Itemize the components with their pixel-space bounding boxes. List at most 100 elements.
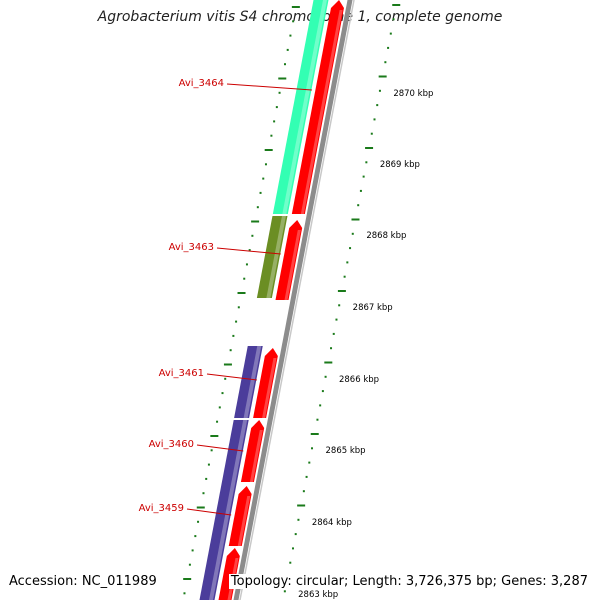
kbp-label: 2865 kbp xyxy=(326,446,366,456)
inner-tick-mark xyxy=(229,349,232,352)
gene-label: Avi_3459 xyxy=(139,503,184,514)
inner-tick-mark xyxy=(283,63,286,66)
backbone-highlight xyxy=(239,0,355,600)
kbp-label: 2863 kbp xyxy=(298,590,338,600)
outer-tick-mark xyxy=(373,118,376,121)
gene-label-leader xyxy=(216,247,281,255)
outer-tick-mark xyxy=(316,418,319,421)
outer-tick-mark xyxy=(324,375,327,378)
inner-tick-mark xyxy=(275,106,278,109)
outer-tick-mark xyxy=(335,318,338,321)
forward-cds-arrow xyxy=(228,486,252,546)
outer-tick-mark xyxy=(378,75,387,78)
accession-label: Accession: NC_011989 xyxy=(9,574,157,589)
forward-cds-highlight xyxy=(300,10,343,214)
outer-tick-mark xyxy=(365,147,374,149)
inner-tick-mark xyxy=(243,277,246,280)
inner-tick-mark xyxy=(264,149,273,151)
inner-tick-mark xyxy=(205,477,208,480)
outer-tick-mark xyxy=(351,218,360,221)
map-title: Agrobacterium vitis S4 chromosome 1, com… xyxy=(97,9,503,25)
topology-label: Topology: circular; Length: 3,726,375 bp… xyxy=(228,574,590,589)
outer-tick-mark xyxy=(376,104,379,107)
reverse-cds-highlight xyxy=(282,0,327,214)
outer-tick-mark xyxy=(359,189,362,192)
forward-cds-arrow xyxy=(240,420,265,482)
outer-tick-mark xyxy=(349,247,352,250)
outer-tick-mark xyxy=(378,89,381,92)
gene-label-leader xyxy=(196,444,244,452)
inner-tick-mark xyxy=(245,263,248,266)
inner-tick-mark xyxy=(207,463,210,466)
gene-label: Avi_3463 xyxy=(169,242,214,253)
outer-tick-mark xyxy=(389,32,392,35)
outer-tick-mark xyxy=(291,547,294,550)
kbp-label: 2866 kbp xyxy=(339,375,379,385)
inner-tick-mark xyxy=(210,435,219,437)
outer-tick-mark xyxy=(365,161,368,164)
inner-tick-mark xyxy=(191,549,194,552)
forward-cds-highlight xyxy=(237,496,251,546)
inner-tick-mark xyxy=(237,292,246,294)
outer-tick-mark xyxy=(357,204,360,207)
inner-tick-mark xyxy=(256,206,259,209)
outer-tick-mark xyxy=(319,404,322,407)
gene-label: Avi_3461 xyxy=(159,368,204,379)
inner-tick-mark xyxy=(232,334,235,337)
kbp-label: 2868 kbp xyxy=(366,231,406,241)
outer-tick-mark xyxy=(294,533,297,536)
outer-tick-mark xyxy=(337,290,346,292)
inner-tick-mark xyxy=(251,220,260,223)
inner-tick-mark xyxy=(292,20,295,23)
kbp-label: 2867 kbp xyxy=(353,303,393,313)
inner-tick-mark xyxy=(218,406,221,409)
forward-cds-track xyxy=(218,0,344,600)
inner-tick-mark xyxy=(259,191,262,194)
outer-tick-mark xyxy=(308,461,311,464)
forward-cds-highlight xyxy=(249,430,263,482)
gene-label-layer: Avi_3464 Avi_3463 Avi_3461 Avi_3460 Avi_3459 xyxy=(139,78,312,516)
outer-tick-mark xyxy=(310,433,319,435)
inner-tick-mark xyxy=(289,34,292,37)
reverse-cds-highlight xyxy=(209,420,248,600)
outer-tick-mark xyxy=(387,46,390,49)
outer-tick-mark xyxy=(332,332,335,335)
outer-tick-mark xyxy=(346,261,349,264)
outer-tick-mark xyxy=(392,18,395,21)
reverse-cds-bar xyxy=(272,0,329,214)
gene-label-leader xyxy=(186,508,232,516)
forward-cds-arrow xyxy=(291,0,344,214)
outer-tick-mark xyxy=(283,590,286,593)
inner-tick-mark xyxy=(223,363,232,366)
outer-dotted-ticks xyxy=(283,4,401,593)
inner-tick-mark xyxy=(278,77,287,80)
reverse-cds-bar xyxy=(256,216,288,298)
inner-tick-mark xyxy=(183,592,186,595)
outer-tick-mark xyxy=(351,232,354,235)
forward-cds-arrow xyxy=(253,348,278,418)
inner-tick-mark xyxy=(194,535,197,538)
outer-tick-mark xyxy=(370,132,373,135)
forward-cds-highlight xyxy=(262,358,277,418)
gene-label-leader xyxy=(226,83,312,91)
outer-tick-mark xyxy=(392,4,401,6)
inner-dotted-ticks xyxy=(183,6,300,595)
inner-tick-mark xyxy=(183,578,192,580)
inner-tick-mark xyxy=(197,520,200,523)
outer-tick-mark xyxy=(338,304,341,307)
inner-tick-mark xyxy=(237,306,240,309)
inner-tick-mark xyxy=(210,449,213,452)
inner-tick-mark xyxy=(216,420,219,423)
backbone-layer xyxy=(233,0,355,600)
outer-tick-mark xyxy=(343,275,346,278)
outer-tick-mark xyxy=(384,61,387,64)
reverse-cds-bar xyxy=(234,346,263,418)
kbp-label: 2869 kbp xyxy=(380,160,420,170)
gene-label: Avi_3464 xyxy=(179,78,224,89)
inner-tick-mark xyxy=(291,6,300,8)
outer-tick-mark xyxy=(362,175,365,178)
inner-tick-mark xyxy=(262,177,265,180)
kbp-label: 2870 kbp xyxy=(393,89,433,99)
gene-label: Avi_3460 xyxy=(149,439,194,450)
outer-tick-mark xyxy=(324,361,333,364)
